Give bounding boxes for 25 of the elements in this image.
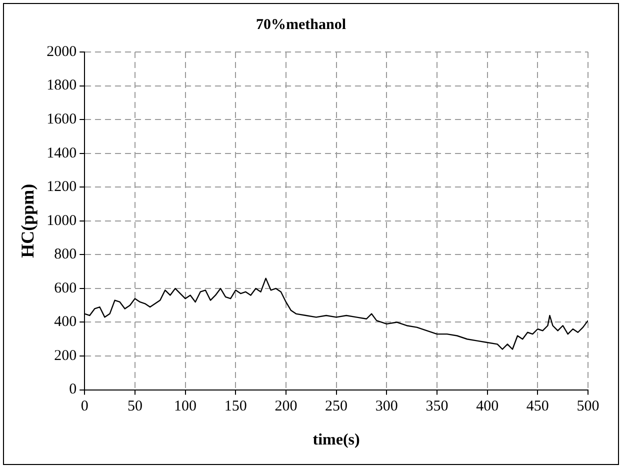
y-tick-label: 1400 [46,145,77,162]
y-tick-label: 1000 [46,212,77,229]
y-tick-label: 1200 [46,179,77,196]
x-tick-label: 50 [127,398,142,415]
chart-title: 70%methanol [256,16,346,33]
y-tick-label: 0 [69,382,77,398]
x-axis-title: time(s) [312,432,360,449]
x-tick-label: 250 [325,398,348,415]
y-axis-title: HC(ppm) [17,184,38,258]
x-tick-label: 150 [224,398,247,415]
x-tick-label: 300 [375,398,398,415]
x-tick-label: 350 [426,398,448,415]
x-tick-label: 100 [174,398,197,415]
y-tick-label: 600 [54,280,77,296]
y-tick-label: 1600 [46,111,77,128]
y-tick-label: 2000 [46,44,77,60]
x-tick-label: 500 [576,398,600,415]
x-tick-label: 400 [476,398,499,415]
x-tick-label: 200 [274,398,298,415]
y-tick-label: 1800 [46,78,77,94]
y-tick-label: 400 [54,314,77,330]
x-tick-label: 450 [526,398,549,415]
y-tick-label: 200 [54,348,77,364]
y-tick-label: 800 [54,246,77,263]
x-tick-label: 0 [80,398,88,415]
